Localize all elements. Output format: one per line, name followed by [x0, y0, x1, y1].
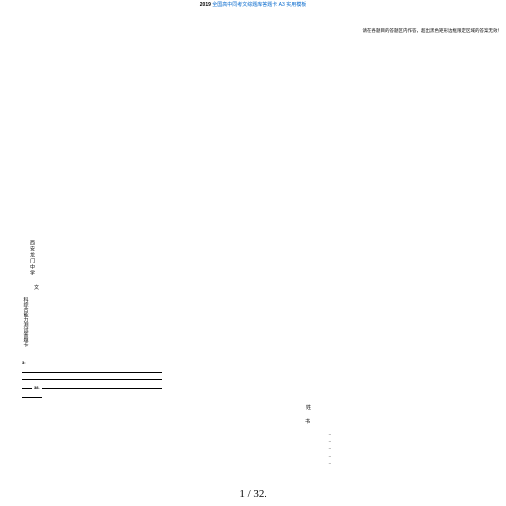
answer-lines-group: 3: 38. — [22, 360, 162, 399]
line-number: 3: — [22, 360, 26, 365]
current-page: 1 — [239, 488, 245, 500]
answer-line-row: 3: — [22, 360, 162, 365]
total-pages: 32 — [253, 488, 264, 500]
document-header: 2019 全国高中同考文综题库答题卡 A3 实用模板 — [0, 0, 506, 8]
header-year: 2019 — [200, 2, 211, 8]
label-book: 书 — [305, 418, 310, 425]
line-number-2: 38. — [34, 385, 40, 390]
pager-period: . — [264, 489, 266, 499]
page-indicator: 1 / 32. — [0, 488, 506, 500]
underline-med — [42, 386, 162, 389]
instruction-text: 请在各题目的答题区内作答，超出黑色矩形边框限定区域的答案无效！ — [363, 28, 503, 34]
underline-long — [22, 369, 162, 374]
underline-short-3 — [22, 394, 162, 399]
answer-line-row-2: 38. — [22, 385, 162, 390]
header-title: 全国高中同考文综题库答题卡 A3 实用模板 — [211, 2, 306, 8]
dash-column: ––––– — [329, 430, 331, 466]
subject-char: 文 — [34, 284, 39, 291]
underline-long-2 — [22, 376, 162, 381]
exam-type-vertical: 科综合能力测试答题卡 — [22, 297, 29, 347]
school-name-vertical: 西安龙门中学 — [28, 240, 35, 276]
label-name: 姓 — [306, 404, 311, 411]
page-separator: / — [248, 488, 251, 500]
underline-short — [22, 386, 32, 389]
